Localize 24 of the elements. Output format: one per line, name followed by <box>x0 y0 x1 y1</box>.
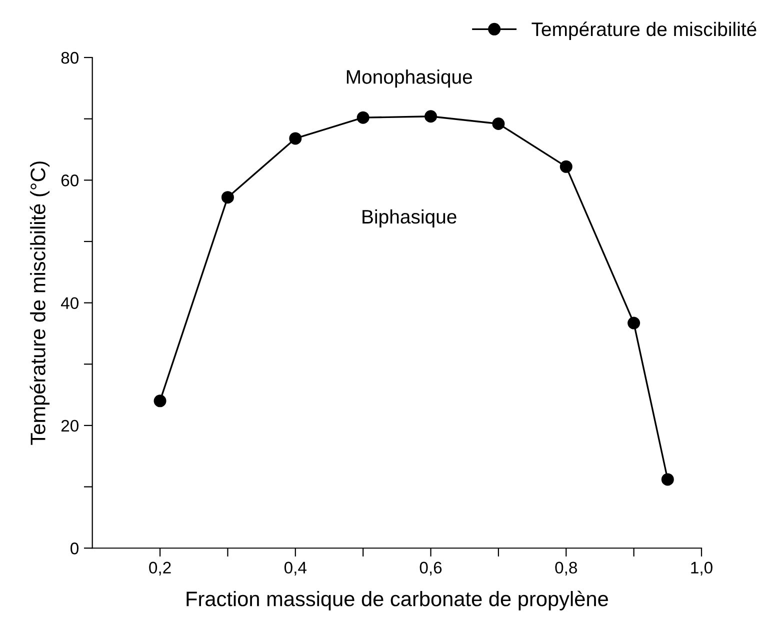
y-tick-label: 0 <box>70 542 78 554</box>
annotation: Monophasique <box>346 70 472 88</box>
y-tick-label: 40 <box>60 297 78 310</box>
annotation: Biphasique <box>362 209 456 228</box>
point <box>154 394 166 408</box>
x-tick-label: 0,2 <box>149 562 171 576</box>
point <box>424 110 438 123</box>
point <box>289 132 302 145</box>
point <box>356 111 370 124</box>
point <box>560 160 572 173</box>
x-tick-label: 0,6 <box>420 562 442 576</box>
y-axis-title: Température de miscibilité (°C) <box>30 162 50 445</box>
point <box>661 473 674 486</box>
x-axis-title: Fraction massique de carbonate de propylène <box>186 590 608 610</box>
point <box>221 191 234 204</box>
y-tick-label: 60 <box>61 174 78 186</box>
point <box>492 117 505 130</box>
point <box>628 316 640 330</box>
x-tick-label: 0,4 <box>284 562 306 576</box>
y-tick-label: 20 <box>61 420 78 432</box>
x-tick-label: 1,0 <box>691 562 712 576</box>
legend-label: Température de miscibilité <box>532 22 756 40</box>
y-tick-label: 80 <box>61 52 78 64</box>
x-tick-label: 0,8 <box>555 562 577 576</box>
